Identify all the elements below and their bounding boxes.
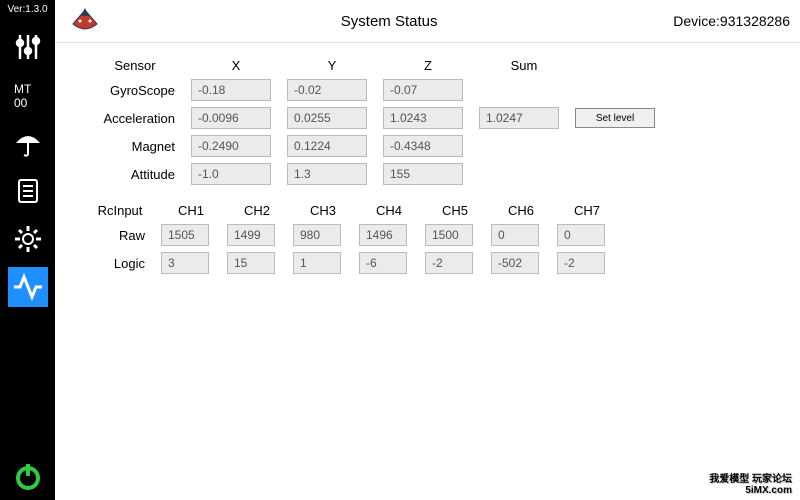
page-title: System Status: [105, 13, 673, 30]
gyro-x: -0.18: [191, 79, 271, 101]
rc-ch1: CH1: [161, 203, 221, 218]
rc-table: RcInput CH1 CH2 CH3 CH4 CH5 CH6 CH7 Raw …: [85, 203, 770, 274]
rc-ch2: CH2: [227, 203, 287, 218]
content: Sensor X Y Z Sum GyroScope -0.18 -0.02 -…: [55, 43, 800, 289]
logic-7: -2: [557, 252, 605, 274]
umbrella-icon[interactable]: [8, 123, 48, 163]
raw-3: 980: [293, 224, 341, 246]
accel-sum: 1.0247: [479, 107, 559, 129]
sliders-icon[interactable]: [8, 27, 48, 67]
header: System Status Device:931328286: [55, 0, 800, 43]
document-icon[interactable]: [8, 171, 48, 211]
accel-z: 1.0243: [383, 107, 463, 129]
gear-icon[interactable]: [8, 219, 48, 259]
logic-4: -6: [359, 252, 407, 274]
rc-ch3: CH3: [293, 203, 353, 218]
col-y: Y: [287, 58, 377, 73]
power-icon[interactable]: [8, 456, 48, 496]
magnet-y: 0.1224: [287, 135, 367, 157]
col-x: X: [191, 58, 281, 73]
raw-5: 1500: [425, 224, 473, 246]
device-label: Device:931328286: [673, 13, 790, 29]
watermark: 我爱模型 玩家论坛 5iMX.com: [709, 470, 792, 496]
sidebar: Ver:1.3.0 MT00: [0, 0, 55, 500]
raw-4: 1496: [359, 224, 407, 246]
gyro-y: -0.02: [287, 79, 367, 101]
rc-ch7: CH7: [557, 203, 617, 218]
gyro-z: -0.07: [383, 79, 463, 101]
row-raw: Raw: [85, 228, 155, 243]
row-magnet: Magnet: [85, 139, 185, 154]
rc-header: RcInput: [85, 203, 155, 218]
magnet-x: -0.2490: [191, 135, 271, 157]
accel-y: 0.0255: [287, 107, 367, 129]
raw-1: 1505: [161, 224, 209, 246]
sensor-table: Sensor X Y Z Sum GyroScope -0.18 -0.02 -…: [85, 58, 770, 185]
logic-3: 1: [293, 252, 341, 274]
logic-1: 3: [161, 252, 209, 274]
version-label: Ver:1.3.0: [7, 4, 47, 15]
raw-2: 1499: [227, 224, 275, 246]
rc-ch4: CH4: [359, 203, 419, 218]
main-panel: System Status Device:931328286 Sensor X …: [55, 0, 800, 500]
svg-text:00: 00: [14, 96, 28, 110]
att-y: 1.3: [287, 163, 367, 185]
logic-6: -502: [491, 252, 539, 274]
col-sum: Sum: [479, 58, 569, 73]
row-attitude: Attitude: [85, 167, 185, 182]
col-sensor: Sensor: [85, 58, 185, 73]
raw-7: 0: [557, 224, 605, 246]
app-logo-icon: [65, 6, 105, 36]
set-level-button[interactable]: Set level: [575, 108, 655, 128]
raw-6: 0: [491, 224, 539, 246]
row-logic: Logic: [85, 256, 155, 271]
rc-ch5: CH5: [425, 203, 485, 218]
accel-x: -0.0096: [191, 107, 271, 129]
logic-5: -2: [425, 252, 473, 274]
row-accel: Acceleration: [85, 111, 185, 126]
magnet-z: -0.4348: [383, 135, 463, 157]
att-x: -1.0: [191, 163, 271, 185]
logic-2: 15: [227, 252, 275, 274]
svg-text:MT: MT: [14, 82, 32, 96]
mt-icon[interactable]: MT00: [8, 75, 48, 115]
row-gyro: GyroScope: [85, 83, 185, 98]
activity-icon[interactable]: [8, 267, 48, 307]
rc-ch6: CH6: [491, 203, 551, 218]
att-z: 155: [383, 163, 463, 185]
col-z: Z: [383, 58, 473, 73]
